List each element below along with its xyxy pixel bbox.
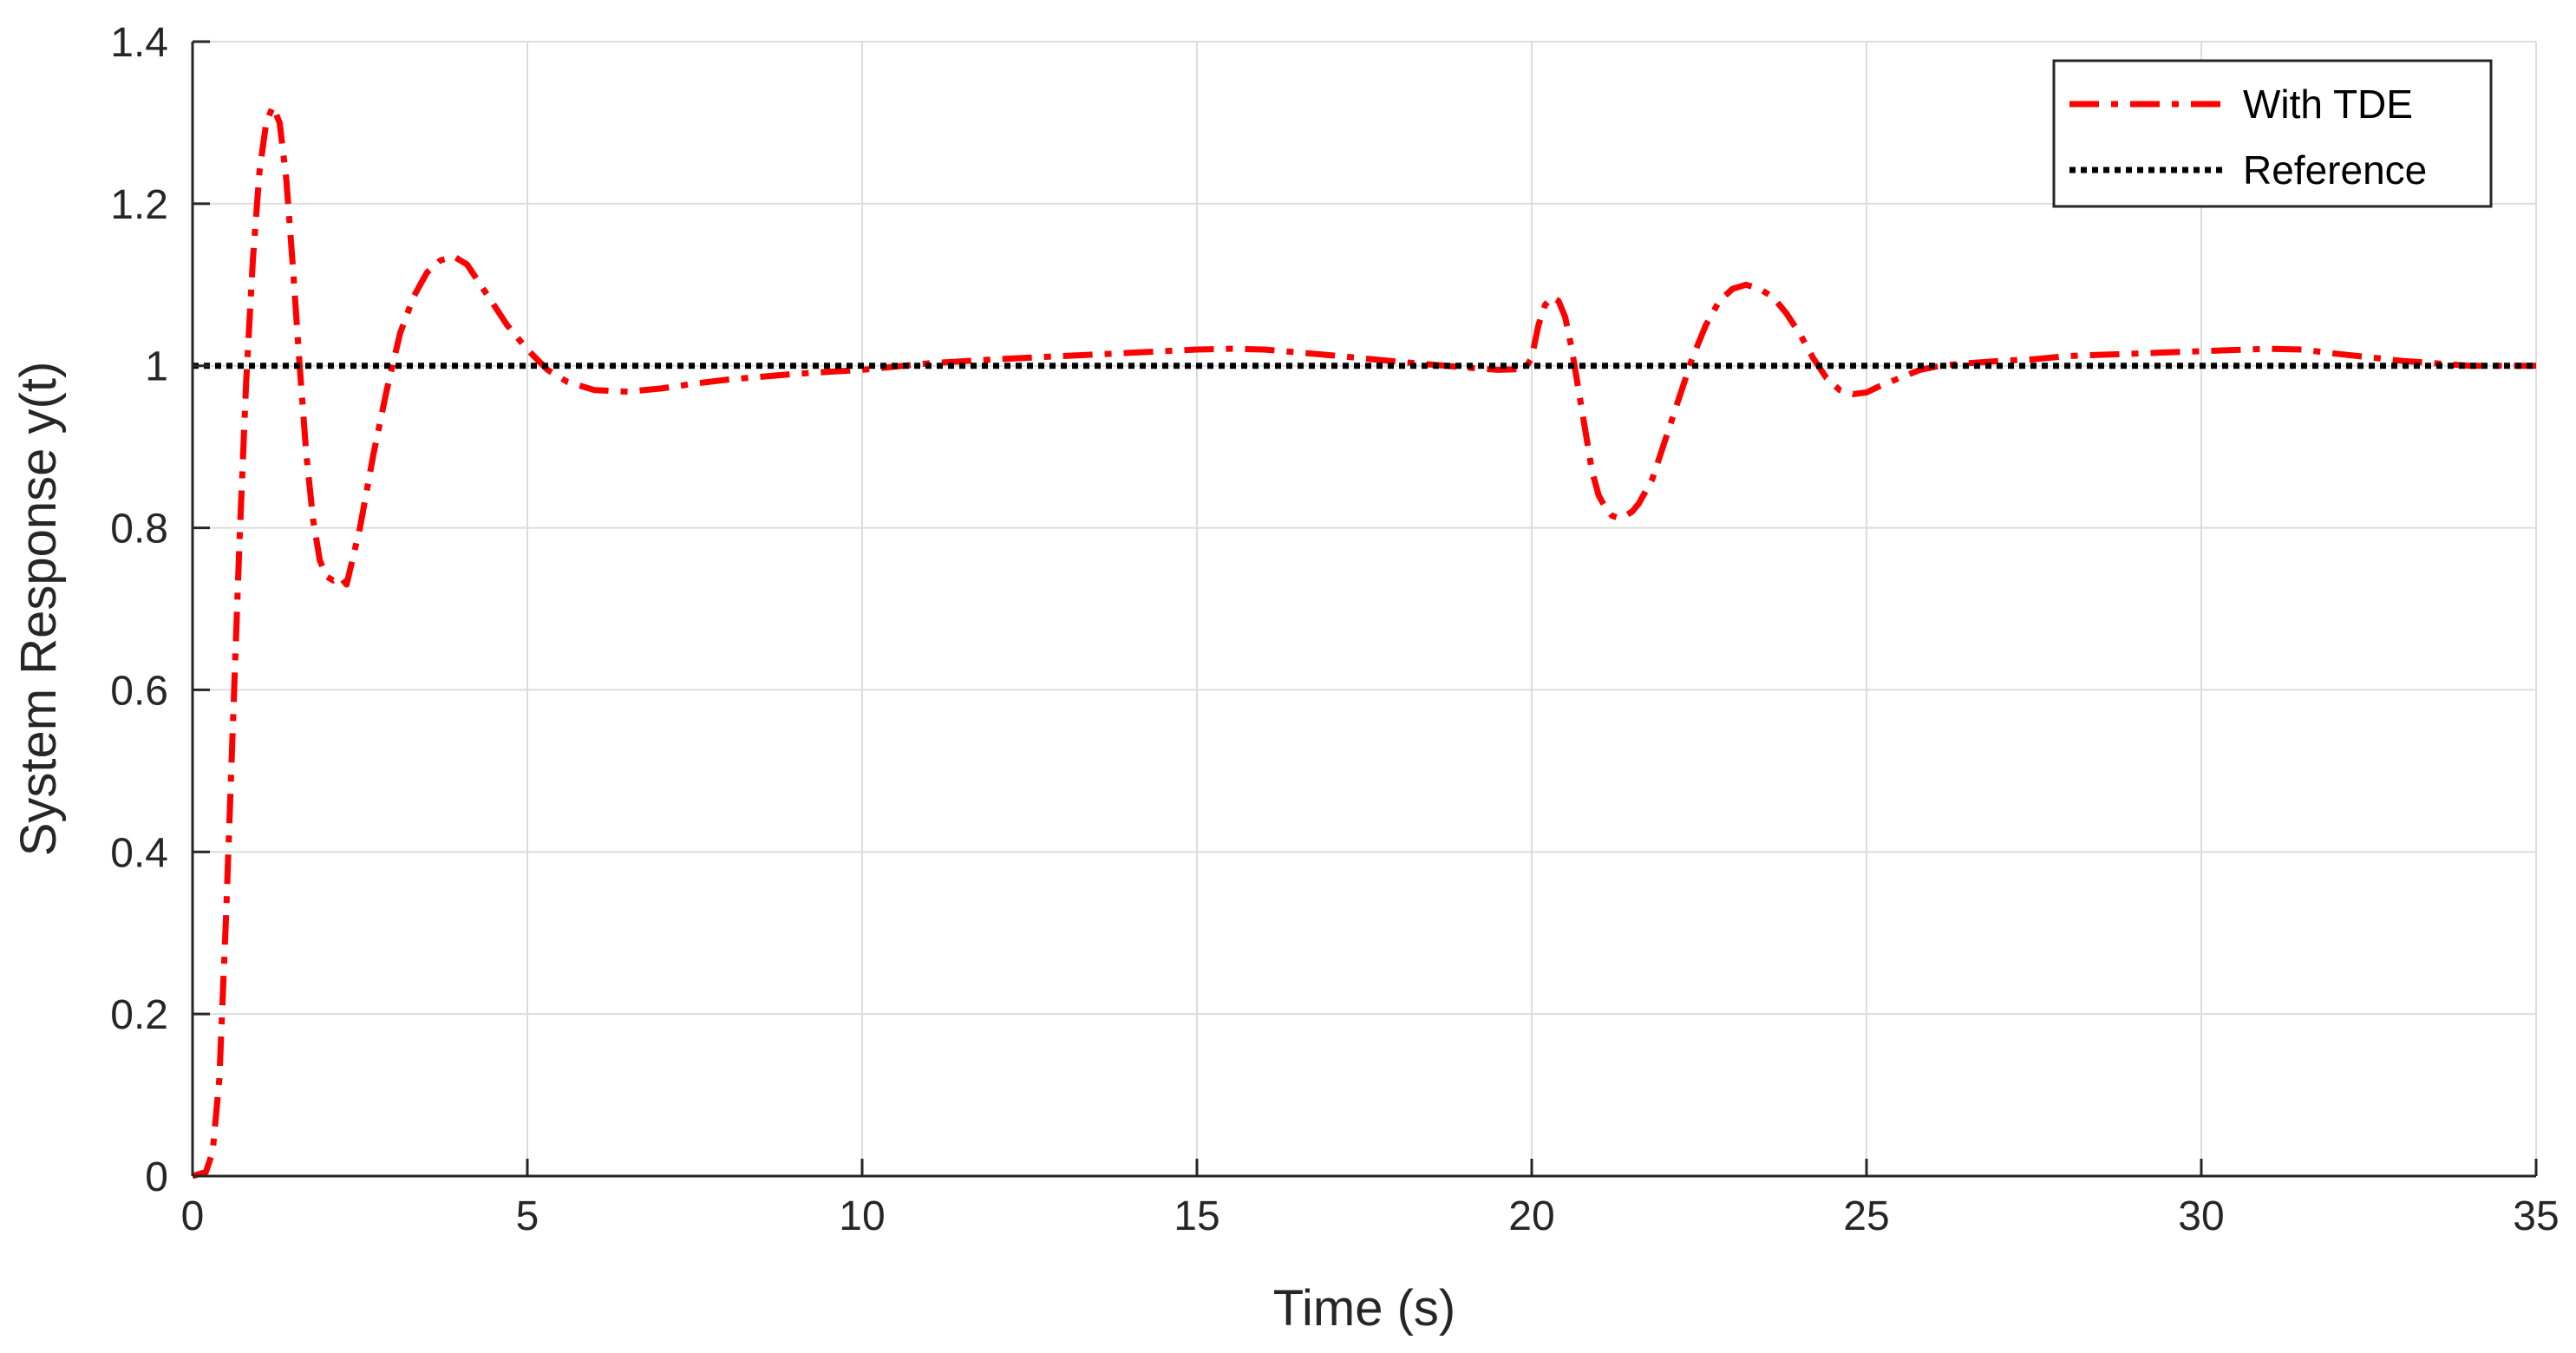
y-tick-label: 1.2: [110, 182, 168, 228]
series-layer: [191, 103, 2536, 1180]
y-tick-label: 0: [145, 1154, 168, 1200]
y-tick-label: 1: [145, 344, 168, 390]
x-tick-label: 35: [2513, 1193, 2559, 1239]
x-tick-label: 30: [2178, 1193, 2224, 1239]
x-tick-label: 10: [839, 1193, 885, 1239]
legend-box: [2052, 59, 2493, 208]
legend-label-with-tde: With TDE: [2243, 82, 2413, 127]
y-tick-label: 0.2: [110, 992, 168, 1038]
y-tick-label: 1.4: [110, 20, 168, 66]
axes: [191, 40, 2538, 1178]
y-tick-label: 0.6: [110, 668, 168, 714]
legend-label-reference: Reference: [2243, 147, 2427, 193]
y-axis-label: System Response y(t): [10, 362, 67, 857]
series-line-with-tde: [191, 103, 2536, 1180]
x-axis-label: Time (s): [1273, 1280, 1455, 1337]
legend: With TDE Reference: [2052, 59, 2493, 208]
y-tick-label: 0.4: [110, 830, 168, 876]
tick-labels: 0 5 10 15 20 25 30 35 0 0.2 0.4 0.6 0.8 1 1.2 1.4: [110, 20, 2559, 1239]
x-tick-label: 5: [516, 1193, 539, 1239]
x-tick-label: 0: [181, 1193, 205, 1239]
x-tick-label: 25: [1843, 1193, 1889, 1239]
x-tick-label: 20: [1508, 1193, 1554, 1239]
x-tick-label: 15: [1174, 1193, 1219, 1239]
y-tick-label: 0.8: [110, 507, 168, 552]
